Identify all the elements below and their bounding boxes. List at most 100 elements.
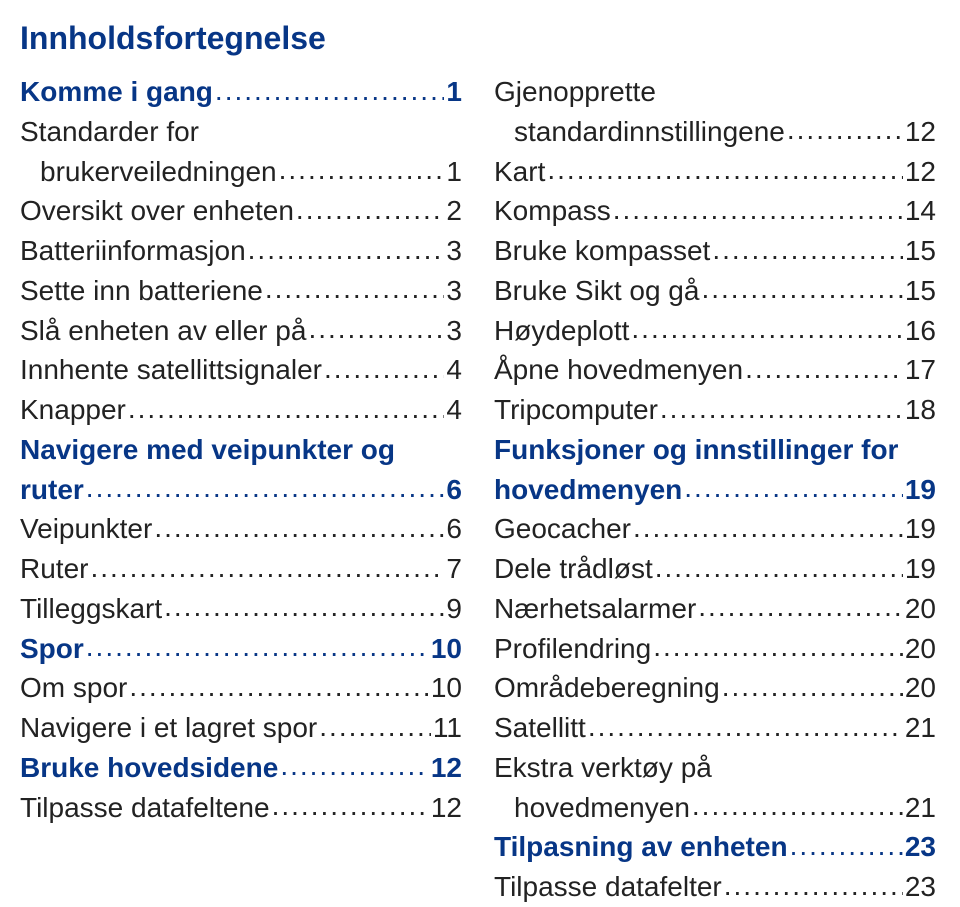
toc-entry-page: 10 [431,629,462,669]
toc-entry-row[interactable]: hovedmenyen21 [494,788,936,828]
toc-leader-dots [279,160,445,191]
toc-leader-dots [272,796,429,827]
toc-entry-row[interactable]: Områdeberegning20 [494,668,936,708]
toc-entry-row[interactable]: Sette inn batteriene 3 [20,271,462,311]
toc-heading-line1[interactable]: Funksjoner og innstillinger for [494,430,936,470]
toc-entry-row[interactable]: Om spor10 [20,668,462,708]
toc-entry-page: 1 [446,152,462,192]
toc-entry-page: 20 [905,629,936,669]
toc-entry-page: 20 [905,589,936,629]
toc-entry-label: Nærhetsalarmer [494,589,696,629]
toc-entry-line1[interactable]: Gjenopprette [494,72,936,112]
toc-entry-label: Sette inn batteriene [20,271,263,311]
toc-entry-page: 19 [905,509,936,549]
toc-entry-row[interactable]: Høydeplott16 [494,311,936,351]
toc-leader-dots [90,558,444,589]
toc-entry-row[interactable]: Nærhetsalarmer 20 [494,589,936,629]
toc-entry-label: Profilendring [494,629,651,669]
toc-heading-row[interactable]: Komme i gang 1 [20,72,462,112]
toc-entry-row[interactable]: Tilpasse datafeltene 12 [20,788,462,828]
toc-entry-page: 21 [905,708,936,748]
toc-entry-label: Tilleggskart [20,589,162,629]
toc-entry-row[interactable]: Satellitt21 [494,708,936,748]
toc-entry-label: Batteriinformasjon [20,231,246,271]
toc-entry-label: Knapper [20,390,126,430]
toc-entry-label: Ruter [20,549,88,589]
toc-heading-row[interactable]: ruter6 [20,470,462,510]
toc-entry-label: Kart [494,152,545,192]
toc-entry-label: Tripcomputer [494,390,658,430]
toc-entry-page: 3 [446,231,462,271]
toc-entry-row[interactable]: brukerveiledningen 1 [20,152,462,192]
toc-entry-line1[interactable]: Standarder for [20,112,462,152]
toc-entry-row[interactable]: Kart12 [494,152,936,192]
toc-entry-row[interactable]: Veipunkter6 [20,509,462,549]
toc-leader-dots [698,598,903,629]
toc-entry-page: 19 [905,549,936,589]
toc-entry-label: Oversikt over enheten [20,191,294,231]
toc-entry-row[interactable]: Ruter 7 [20,549,462,589]
toc-entry-row[interactable]: standardinnstillingene 12 [494,112,936,152]
toc-leader-dots [248,240,445,271]
toc-entry-label: brukerveiledningen [20,152,277,192]
toc-entry-page: 12 [431,788,462,828]
toc-entry-row[interactable]: Tilleggskart9 [20,589,462,629]
toc-entry-row[interactable]: Navigere i et lagret spor11 [20,708,462,748]
toc-entry-page: 23 [905,827,936,867]
toc-entry-label: standardinnstillingene [494,112,785,152]
toc-entry-row[interactable]: Batteriinformasjon 3 [20,231,462,271]
toc-entry-label: Tilpasning av enheten [494,827,788,867]
toc-leader-dots [722,677,903,708]
toc-entry-label: Høydeplott [494,311,629,351]
toc-entry-row[interactable]: Geocacher19 [494,509,936,549]
spacer [20,62,936,72]
toc-entry-page: 21 [905,788,936,828]
toc-entry-label: Tilpasse datafeltene [20,788,270,828]
toc-entry-row[interactable]: Slå enheten av eller på3 [20,311,462,351]
toc-heading-line1[interactable]: Navigere med veipunkter og [20,430,462,470]
toc-entry-page: 19 [905,470,936,510]
toc-entry-row[interactable]: Tilpasse datafelter23 [494,867,936,907]
toc-entry-row[interactable]: Åpne hovedmenyen17 [494,350,936,390]
toc-entry-page: 23 [905,867,936,907]
toc-entry-label: hovedmenyen [494,470,682,510]
toc-entry-row[interactable]: Knapper4 [20,390,462,430]
toc-entry-label: Innhente satellittsignaler [20,350,322,390]
toc-leader-dots [308,319,444,350]
toc-entry-row[interactable]: Bruke Sikt og gå15 [494,271,936,311]
toc-col-right: Gjenopprettestandardinnstillingene12Kart… [494,72,936,907]
toc-entry-page: 6 [446,470,462,510]
toc-leader-dots [588,717,903,748]
toc-entry-label: Navigere i et lagret spor [20,708,317,748]
toc-leader-dots [547,160,902,191]
toc-leader-dots [790,836,903,867]
toc-heading-row[interactable]: Tilpasning av enheten 23 [494,827,936,867]
toc-entry-row[interactable]: Bruke kompasset15 [494,231,936,271]
toc-leader-dots [319,717,431,748]
toc-entry-page: 12 [431,748,462,788]
toc-entry-label: Komme i gang [20,72,213,112]
toc-entry-page: 12 [905,112,936,152]
toc-entry-row[interactable]: Oversikt over enheten2 [20,191,462,231]
toc-leader-dots [631,319,902,350]
toc-entry-row[interactable]: Dele trådløst19 [494,549,936,589]
toc-entry-page: 7 [446,549,462,589]
toc-entry-page: 3 [446,311,462,351]
toc-leader-dots [324,359,444,390]
toc-entry-line1[interactable]: Ekstra verktøy på [494,748,936,788]
toc-entry-row[interactable]: Kompass14 [494,191,936,231]
toc-heading-row[interactable]: Spor10 [20,629,462,669]
toc-leader-dots [86,478,445,509]
toc-entry-page: 1 [446,72,462,112]
toc-entry-page: 3 [446,271,462,311]
toc-heading-row[interactable]: hovedmenyen 19 [494,470,936,510]
toc-leader-dots [129,677,428,708]
toc-leader-dots [653,637,903,668]
toc-leader-dots [692,796,903,827]
toc-heading-row[interactable]: Bruke hovedsidene12 [20,748,462,788]
toc-leader-dots [296,200,445,231]
toc-entry-label: Bruke kompasset [494,231,710,271]
toc-entry-row[interactable]: Tripcomputer18 [494,390,936,430]
toc-entry-row[interactable]: Innhente satellittsignaler4 [20,350,462,390]
toc-entry-row[interactable]: Profilendring 20 [494,629,936,669]
